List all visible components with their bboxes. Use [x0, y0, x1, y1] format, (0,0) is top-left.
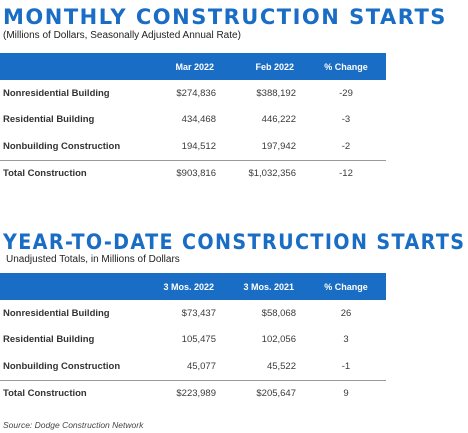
- row-current-value: $73,437: [181, 307, 216, 319]
- table-row: Nonresidential Building $274,836 $388,19…: [0, 80, 386, 107]
- row-current-value: 434,468: [181, 114, 216, 126]
- row-label: Total Construction: [0, 379, 146, 407]
- row-previous-value: 102,056: [261, 334, 296, 346]
- ytd-header-label: [0, 273, 146, 300]
- table-row: Nonresidential Building $73,437 $58,068 …: [0, 300, 386, 327]
- table-total-row: Total Construction $223,989 $205,647 9: [0, 379, 386, 407]
- ytd-header-row: 3 Mos. 2022 3 Mos. 2021 % Change: [0, 273, 386, 300]
- row-current-value: 45,077: [186, 360, 216, 372]
- row-label: Nonbuilding Construction: [3, 360, 121, 372]
- monthly-header-label: [0, 53, 146, 80]
- monthly-header-current: Mar 2022: [146, 53, 226, 80]
- row-label: Nonbuilding Construction: [3, 140, 121, 152]
- table-row: Residential Building 434,468 446,222 -3: [0, 107, 386, 134]
- table-row: Nonbuilding Construction 194,512 197,942…: [0, 133, 386, 160]
- row-percent-change: -3: [341, 114, 351, 126]
- ytd-header-previous: 3 Mos. 2021: [226, 273, 306, 300]
- monthly-table: Mar 2022 Feb 2022 % Change Nonresidentia…: [0, 53, 386, 187]
- ytd-table: 3 Mos. 2022 3 Mos. 2021 % Change Nonresi…: [0, 273, 386, 407]
- row-current-value: 105,475: [181, 334, 216, 346]
- row-current-value: $274,836: [176, 87, 216, 99]
- row-current-value: 194,512: [181, 140, 216, 152]
- row-percent-change: 9: [306, 379, 386, 407]
- monthly-header-row: Mar 2022 Feb 2022 % Change: [0, 53, 386, 80]
- ytd-title: YEAR-TO-DATE CONSTRUCTION STARTS: [3, 230, 466, 254]
- ytd-header-current: 3 Mos. 2022: [146, 273, 226, 300]
- table-row: Residential Building 105,475 102,056 3: [0, 327, 386, 354]
- row-previous-value: $205,647: [226, 379, 306, 407]
- row-previous-value: 197,942: [261, 140, 296, 152]
- row-previous-value: $388,192: [256, 87, 296, 99]
- row-label: Residential Building: [3, 334, 95, 346]
- ytd-header-change: % Change: [306, 273, 386, 300]
- row-label: Nonresidential Building: [3, 87, 110, 99]
- row-previous-value: $1,032,356: [226, 159, 306, 187]
- row-current-value: $223,989: [146, 379, 226, 407]
- row-previous-value: $58,068: [261, 307, 296, 319]
- row-previous-value: 446,222: [261, 114, 296, 126]
- row-percent-change: -1: [341, 360, 351, 372]
- row-percent-change: -29: [339, 87, 353, 99]
- monthly-header-change: % Change: [306, 53, 386, 80]
- row-label: Nonresidential Building: [3, 307, 110, 319]
- table-row: Nonbuilding Construction 45,077 45,522 -…: [0, 353, 386, 380]
- monthly-subtitle: (Millions of Dollars, Seasonally Adjuste…: [3, 30, 241, 41]
- source-note: Source: Dodge Construction Network: [3, 420, 144, 430]
- row-percent-change: 3: [343, 334, 349, 346]
- monthly-header-previous: Feb 2022: [226, 53, 306, 80]
- row-label: Residential Building: [3, 114, 95, 126]
- row-previous-value: 45,522: [266, 360, 296, 372]
- row-percent-change: 26: [340, 307, 352, 319]
- monthly-title: MONTHLY CONSTRUCTION STARTS: [3, 5, 447, 29]
- ytd-subtitle: Unadjusted Totals, in Millions of Dollar…: [6, 254, 180, 265]
- table-total-row: Total Construction $903,816 $1,032,356 -…: [0, 159, 386, 187]
- row-percent-change: -2: [341, 140, 351, 152]
- row-current-value: $903,816: [146, 159, 226, 187]
- row-percent-change: -12: [306, 159, 386, 187]
- row-label: Total Construction: [0, 159, 146, 187]
